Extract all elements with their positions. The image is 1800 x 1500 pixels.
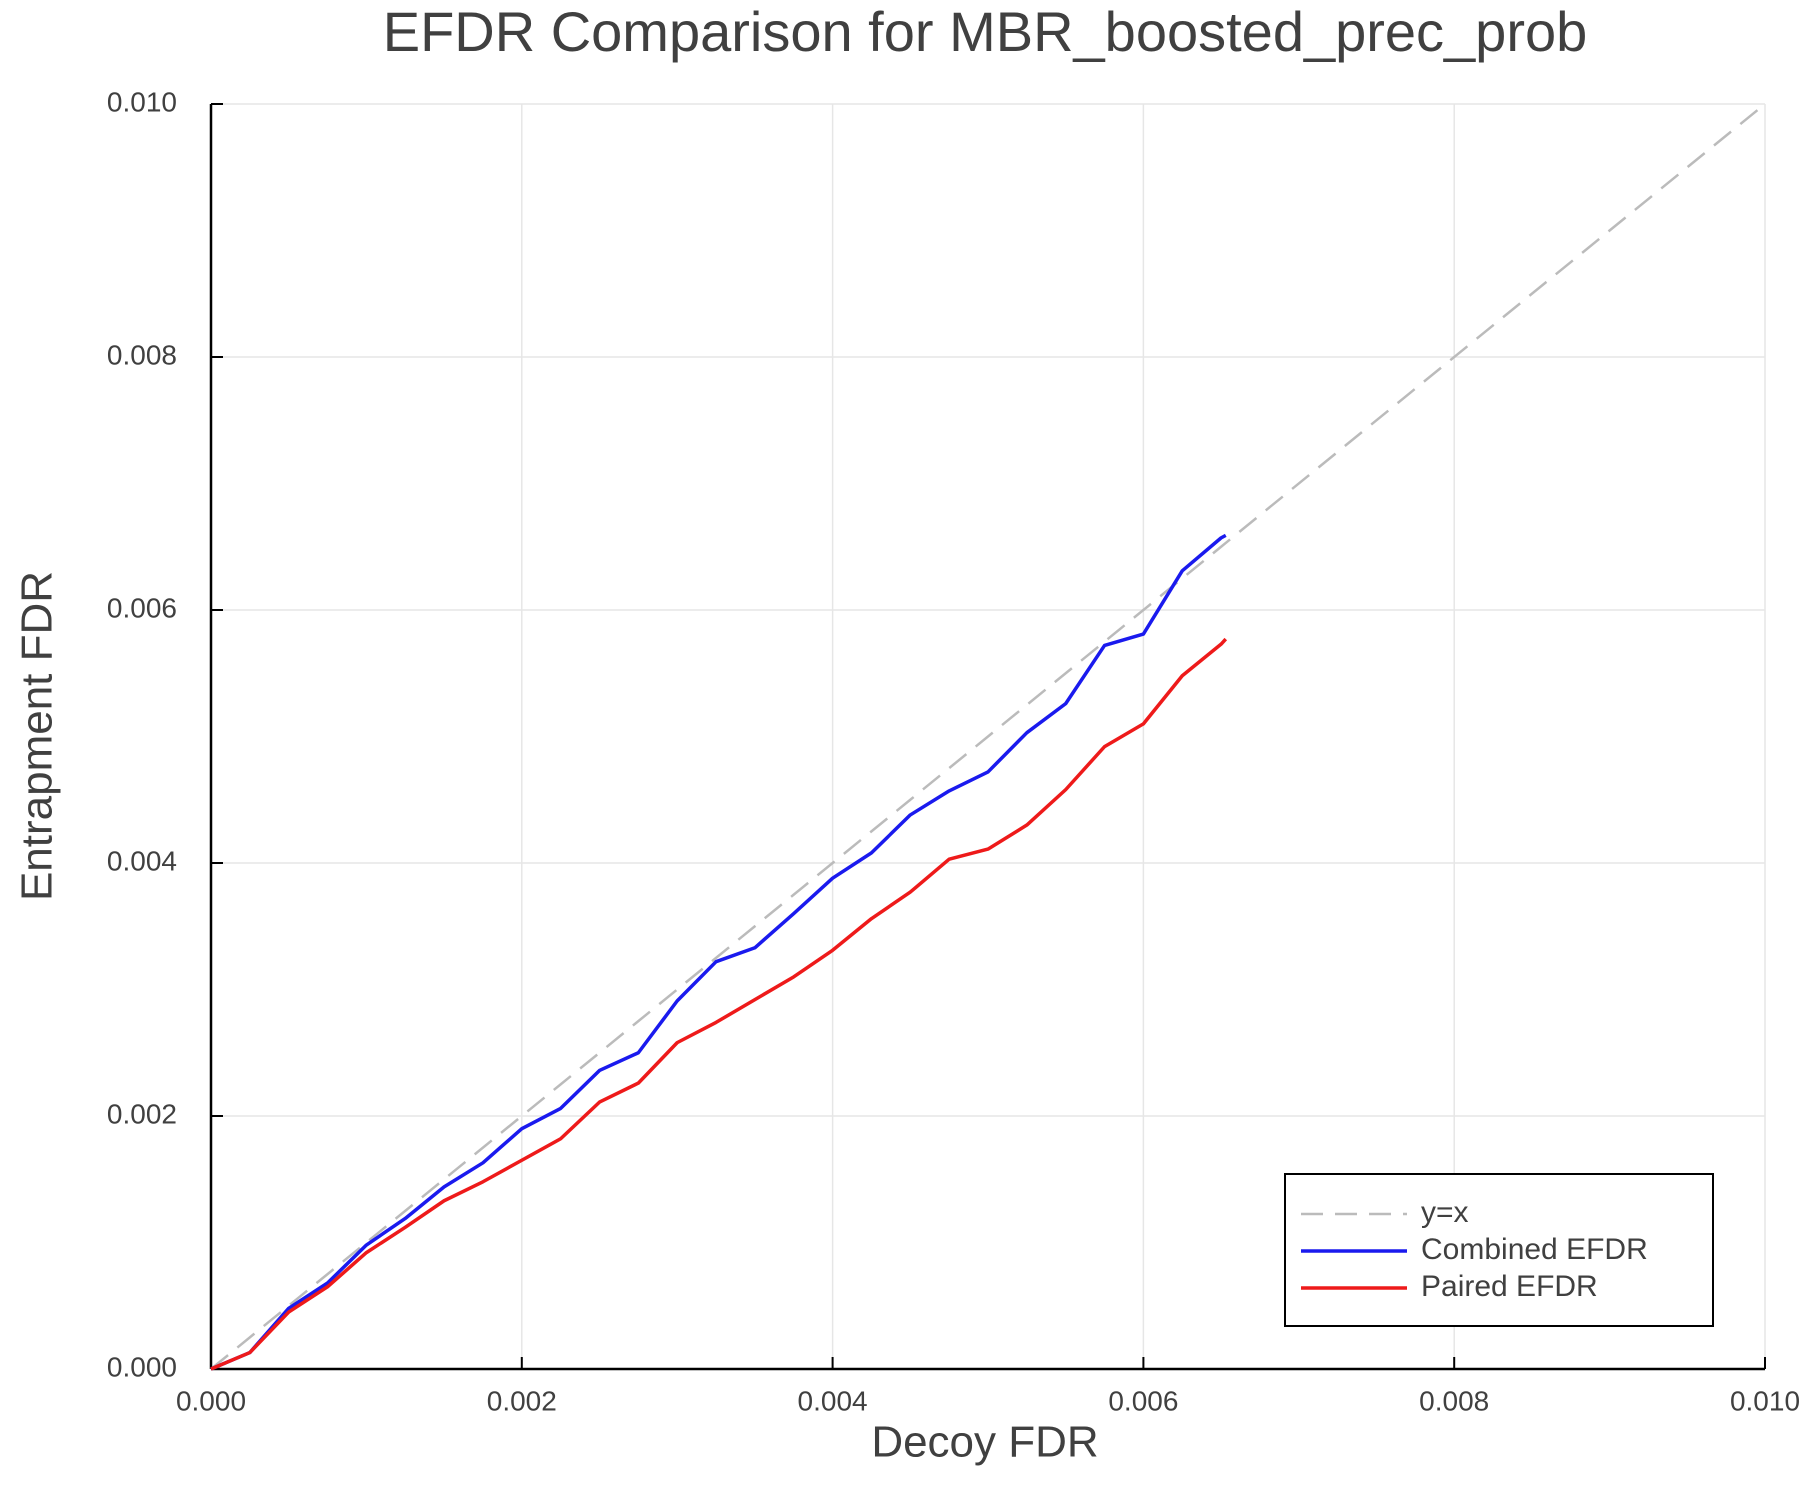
- x-tick-label: 0.006: [1108, 1385, 1178, 1416]
- x-tick-label: 0.010: [1730, 1385, 1800, 1416]
- x-axis-label: Decoy FDR: [871, 1418, 1098, 1467]
- legend-label: Combined EFDR: [1421, 1233, 1648, 1266]
- y-tick-label: 0.008: [107, 339, 177, 370]
- series-line: [210, 103, 1766, 1370]
- y-tick-label: 0.002: [107, 1098, 177, 1129]
- y-axis-label: Entrapment FDR: [13, 571, 62, 901]
- legend-label: Paired EFDR: [1421, 1270, 1598, 1303]
- legend-label: y=x: [1421, 1196, 1469, 1229]
- series-line: [210, 533, 1227, 1371]
- y-tick-label: 0.010: [107, 86, 177, 117]
- x-tick-label: 0.008: [1419, 1385, 1489, 1416]
- x-tick-label: 0.002: [487, 1385, 557, 1416]
- y-tick-label: 0.006: [107, 592, 177, 623]
- y-tick-label: 0.004: [107, 845, 177, 876]
- y-tick-label: 0.000: [107, 1351, 177, 1382]
- x-tick-label: 0.004: [798, 1385, 868, 1416]
- chart-title: EFDR Comparison for MBR_boosted_prec_pro…: [383, 0, 1588, 63]
- series-line: [210, 637, 1228, 1371]
- x-tick-label: 0.000: [176, 1385, 246, 1416]
